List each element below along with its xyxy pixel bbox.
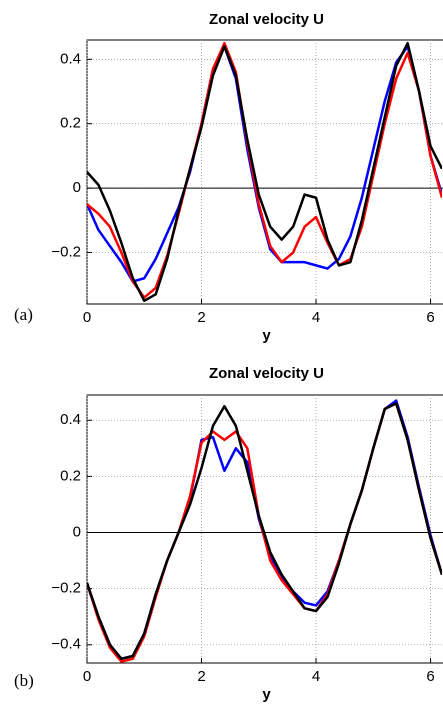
y-tick-label: 0.2 <box>60 115 81 132</box>
series-line <box>87 402 442 661</box>
y-tick-label: −0.2 <box>51 580 81 597</box>
y-tick-label: −0.4 <box>51 636 81 653</box>
y-tick-label: 0.2 <box>60 467 81 484</box>
x-tick-label: 2 <box>197 309 205 326</box>
chart-title: Zonal velocity U <box>209 365 324 382</box>
x-tick-label: 6 <box>426 668 434 685</box>
y-tick-label: 0 <box>73 179 81 196</box>
x-tick-label: 4 <box>312 309 320 326</box>
y-tick-label: 0.4 <box>60 411 81 428</box>
x-axis-label: y <box>262 686 271 703</box>
x-tick-label: 2 <box>197 668 205 685</box>
panel-label: (a) <box>14 305 33 324</box>
plot-area <box>86 394 443 664</box>
chart-title: Zonal velocity U <box>209 11 324 28</box>
x-axis-label: y <box>262 327 271 344</box>
x-tick-label: 6 <box>426 309 434 326</box>
x-tick-label: 0 <box>83 309 91 326</box>
series-line <box>87 41 442 299</box>
panel-label: (b) <box>14 671 34 690</box>
y-tick-label: 0.4 <box>60 50 81 67</box>
x-tick-label: 4 <box>312 668 320 685</box>
series-line <box>87 41 442 303</box>
plot-area <box>86 39 443 305</box>
x-tick-label: 0 <box>83 668 91 685</box>
y-tick-label: 0 <box>73 523 81 540</box>
y-tick-label: −0.2 <box>51 243 81 260</box>
